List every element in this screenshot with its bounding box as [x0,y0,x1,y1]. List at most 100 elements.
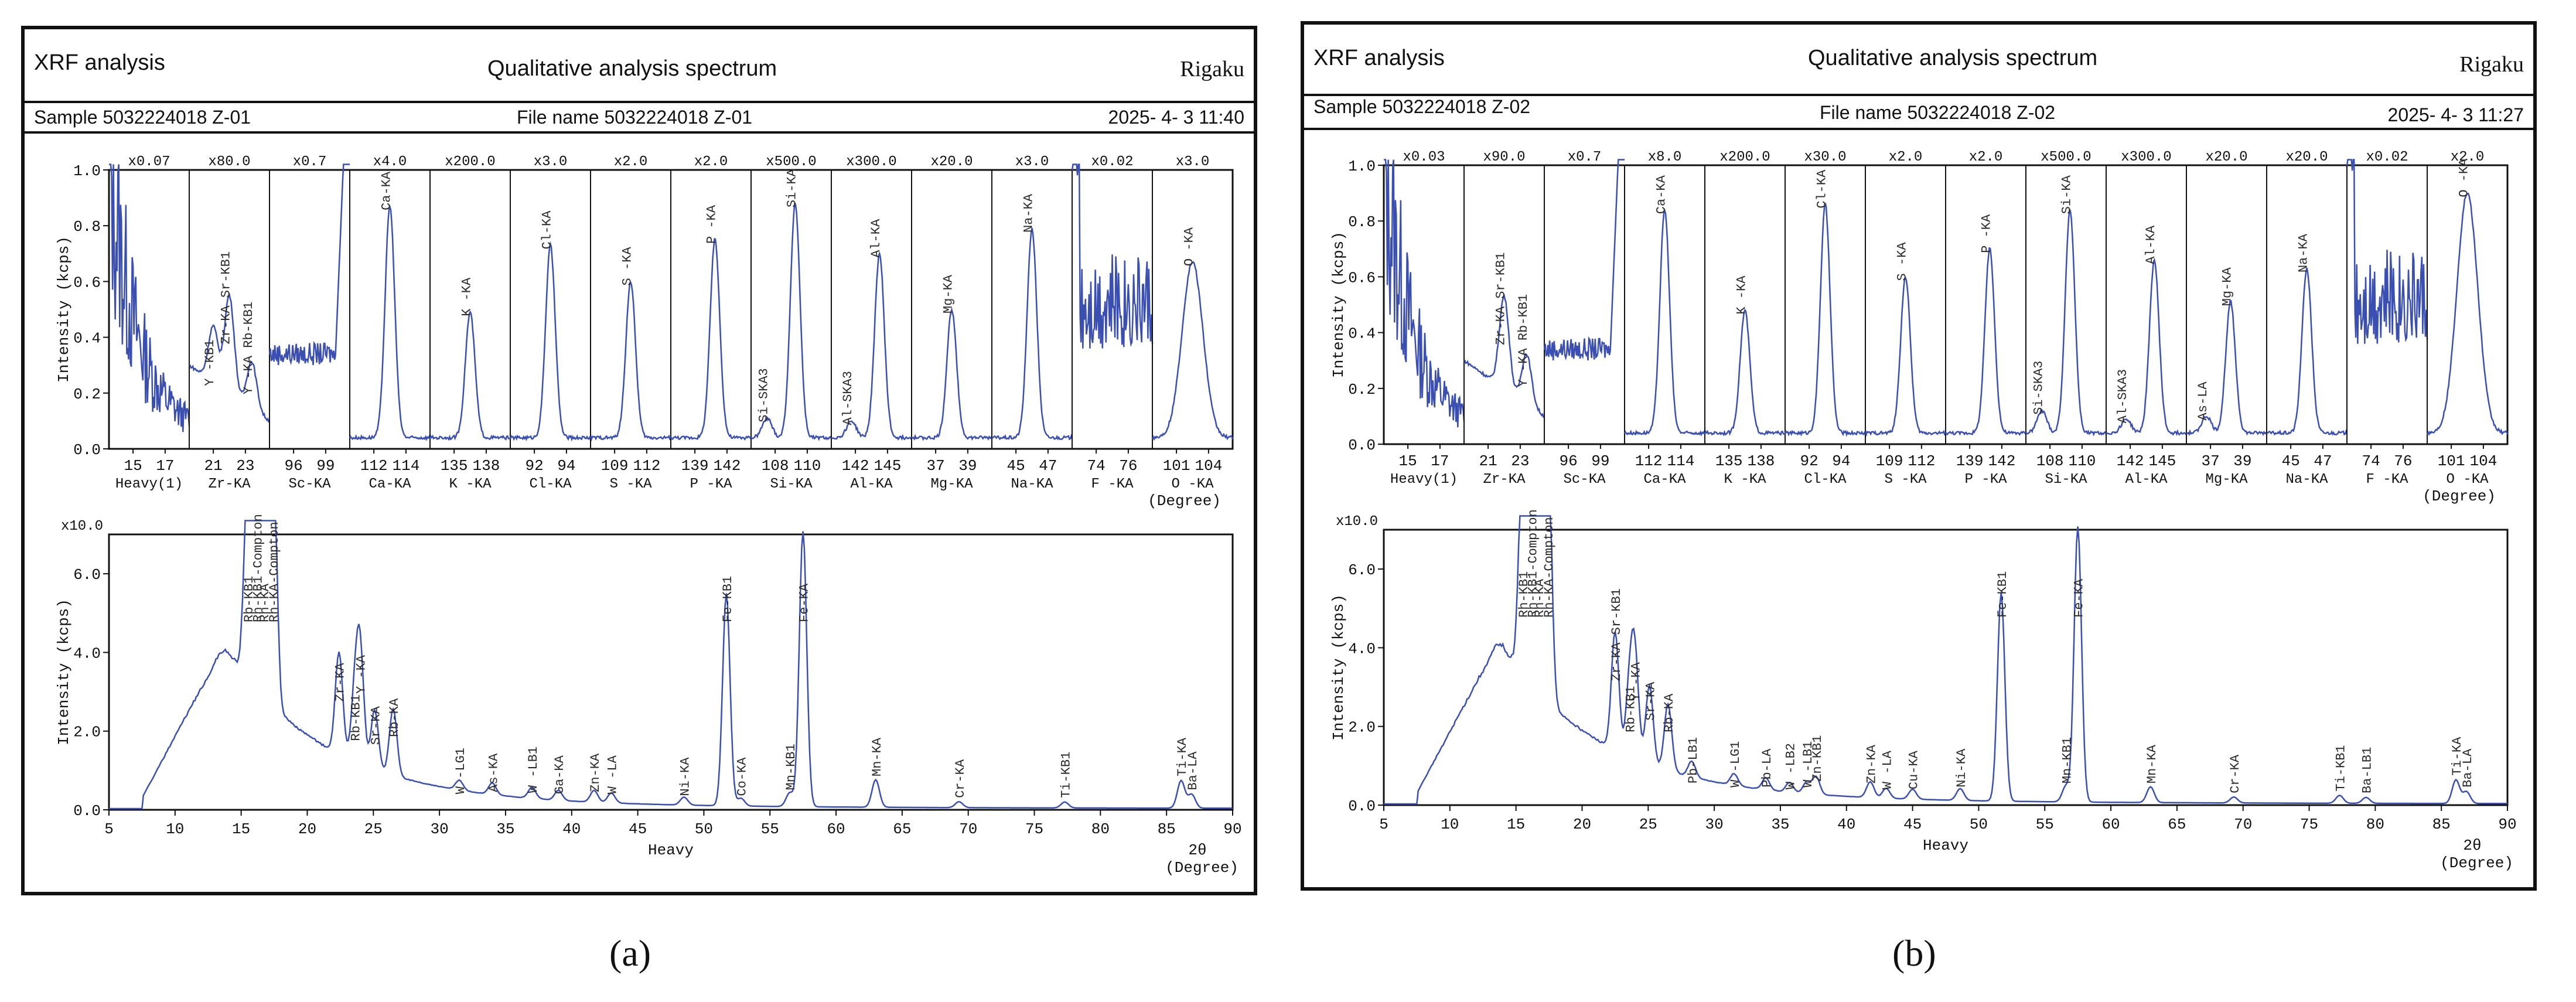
window-x-tick-label: 94 [1832,452,1850,470]
spectrum-trace [2186,300,2268,437]
vendor-name: Rigaku [1180,57,1244,81]
peak-label: Ga-KA [552,755,567,794]
spectrum-trace [268,163,350,366]
peak-label: Y -KB1 [203,340,217,386]
spectrum-trace [1704,308,1786,437]
bottom-y-tick-label: 4.0 [1348,640,1376,657]
peak-label: Ca-KA [1654,175,1669,214]
peak-label: K -KA [460,277,475,316]
window-x-tick-label: 45 [1006,457,1025,475]
peak-label: Mn-KB1 [2060,737,2075,783]
top-x-unit: (Degree) [2423,488,2496,505]
top-y-tick-label: 0.2 [1348,381,1376,398]
window-x-tick-label: 45 [2281,452,2299,470]
datetime: 2025- 4- 3 11:27 [2387,104,2524,125]
window-scale-label: x2.0 [614,154,648,170]
peak-label: Ba-LA [1186,751,1200,790]
peak-label: Na-KA [2297,233,2311,272]
window-scale-label: x2.0 [1889,149,1923,165]
window-line-label: Heavy(1) [1390,472,1458,488]
peak-label: Zn-KA [1864,744,1879,783]
peak-label: O -KA [1182,227,1197,266]
info-divider [1304,128,2533,130]
window-line-label: Mg-KA [2205,472,2248,488]
peak-label: Rb-KA [387,698,402,737]
bottom-x-tick-label: 40 [1837,816,1855,833]
bottom-x-tick-label: 30 [1705,816,1724,833]
peak-label: As-KA [486,753,501,792]
spectrum-trace [2266,267,2348,436]
spectrum-trace [1071,163,1154,349]
peak-label: Zr-KA Sr-KB1 [1494,252,1509,345]
peak-label: Rh-KB1 [1517,571,1531,618]
window-x-tick-label: 74 [2362,452,2380,470]
bottom-x-tick-label: 60 [2101,816,2120,833]
window-x-tick-label: 139 [1956,452,1984,470]
bottom-y-tick-label: 2.0 [73,724,101,741]
window-scale-label: x0.7 [1568,149,1602,165]
window-line-label: Cl-KA [1804,472,1847,488]
peak-label: Rh-KA-Compton [1542,517,1557,618]
window-x-tick-label: 101 [1163,457,1190,475]
bottom-x-tick-label: 55 [761,820,779,838]
bottom-y-scale: x10.0 [61,519,103,534]
spectrum-trace [109,520,1233,810]
bottom-x-tick-label: 65 [893,820,911,838]
window-x-tick-label: 108 [2036,452,2064,470]
window-line-label: S -KA [1884,472,1927,488]
window-x-tick-label: 37 [926,457,944,475]
peak-label: Pb-LB1 [1686,737,1701,783]
window-scale-label: x0.02 [2366,149,2408,165]
peak-label: Zn-KB1 [1810,735,1825,782]
peak-label: W -LB2 [1784,743,1799,789]
peak-label: Al-KA [869,219,883,258]
window-scale-label: x30.0 [1804,149,1846,165]
bottom-x-tick-label: 10 [1441,816,1459,833]
peak-label: Cr-KA [953,759,968,798]
bottom-x-tick-label: 20 [298,820,316,838]
window-scale-label: x0.07 [128,154,170,170]
peak-label: S -KA [620,247,635,286]
window-line-label: Zr-KA [208,476,251,492]
window-scale-label: x3.0 [1015,154,1049,170]
window-x-tick-label: 139 [681,457,709,475]
window-x-tick-label: 39 [2233,452,2251,470]
top-y-tick-label: 1.0 [1348,158,1376,175]
window-line-label: Heavy(1) [115,476,183,492]
window-line-label: O -KA [1171,476,1214,492]
window-x-tick-label: 23 [1511,452,1529,470]
spectrum-trace [189,292,270,423]
bottom-x-tick-label: 20 [1573,816,1591,833]
window-x-tick-label: 109 [1876,452,1903,470]
bottom-x-tick-label: 15 [232,820,250,838]
peak-label: Rh-KA-Compton [267,522,282,622]
window-scale-label: x2.0 [694,154,728,170]
window-scale-label: x300.0 [2121,149,2171,165]
spectrum-svg-a: Intensity (kcps) 0.0 0.2 0.4 0.6 0.8 1.0 x0.07 1… [55,154,1242,877]
window-scale-label: x2.0 [1969,149,2003,165]
window-x-tick-label: 39 [958,457,977,475]
window-x-tick-label: 114 [1667,452,1694,470]
peak-label: Zn-KA [588,753,603,792]
window-line-label: Al-KA [850,476,893,492]
peak-label: Cl-KA [540,210,555,250]
peak-label: Na-KA [1022,193,1036,233]
sample-id: Sample 5032224018 Z-01 [34,107,251,128]
panel-label-b: (b) [1892,932,1936,974]
peak-label: Fe-KB1 [1995,571,2010,618]
window-scale-label: x80.0 [208,154,250,170]
window-x-tick-label: 101 [2438,452,2465,470]
spectrum-trace [509,241,592,442]
window-x-tick-label: 15 [124,457,142,475]
peak-label: As-LA [2196,381,2210,421]
bottom-y-axis-label: Intensity (kcps) [1330,594,1347,741]
window-x-tick-label: 47 [1039,457,1057,475]
window-x-tick-label: 104 [2469,452,2497,470]
window-line-label: Si-KA [2045,472,2087,488]
window-x-tick-label: 138 [1747,452,1775,470]
bottom-x-tick-label: 15 [1507,816,1525,833]
window-line-label: Si-KA [770,476,813,492]
window-x-tick-label: 92 [525,457,543,475]
window-x-tick-label: 21 [1479,452,1497,470]
peak-label: Mn-KB1 [784,744,799,790]
